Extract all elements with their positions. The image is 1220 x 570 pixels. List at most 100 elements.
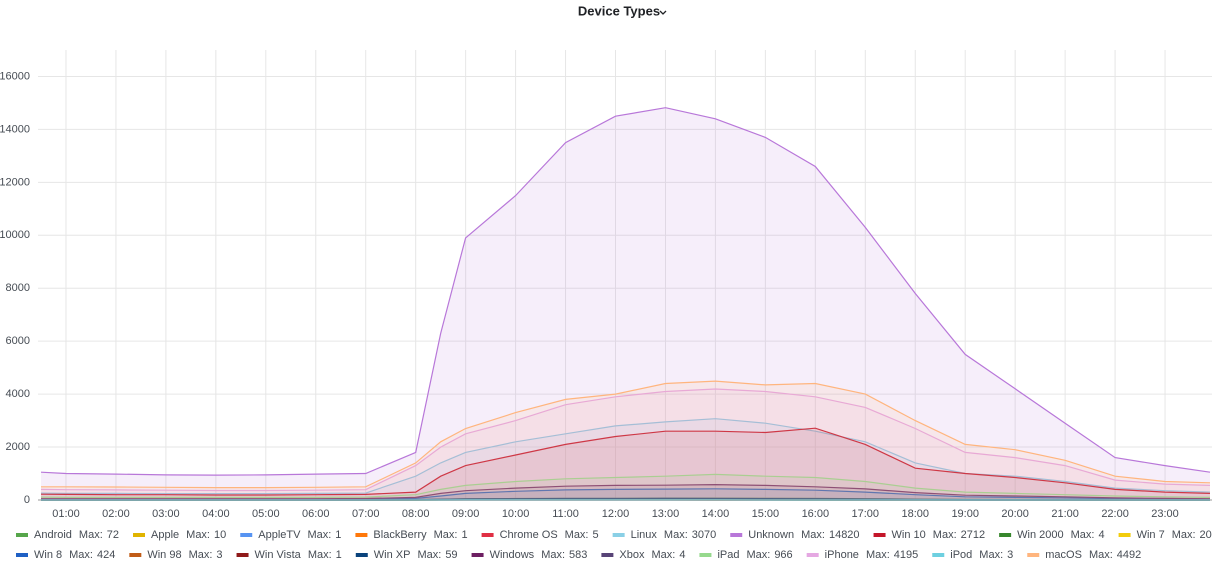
legend-max: 4 bbox=[1098, 529, 1104, 541]
legend-stat-label: Max: bbox=[664, 529, 688, 541]
legend-max: 59 bbox=[445, 549, 457, 561]
legend-stat-label: Max: bbox=[866, 549, 890, 561]
legend-stat-label: Max: bbox=[79, 529, 103, 541]
legend-max: 2712 bbox=[961, 529, 985, 541]
series-area bbox=[41, 488, 1210, 500]
legend-max: 4 bbox=[679, 549, 685, 561]
y-tick-label: 8000 bbox=[6, 282, 30, 294]
legend-name[interactable]: Linux bbox=[631, 529, 658, 541]
x-tick-label: 23:00 bbox=[1151, 508, 1179, 520]
legend-max: 1 bbox=[461, 529, 467, 541]
legend-stat-label: Max: bbox=[1071, 529, 1095, 541]
legend-stat-label: Max: bbox=[189, 549, 213, 561]
legend-name[interactable]: Win XP bbox=[374, 549, 411, 561]
legend-name[interactable]: Unknown bbox=[748, 529, 794, 541]
legend-stat-label: Max: bbox=[307, 529, 331, 541]
legend-name[interactable]: Win 10 bbox=[892, 529, 926, 541]
legend-max: 3 bbox=[216, 549, 222, 561]
legend-name[interactable]: Chrome OS bbox=[500, 529, 558, 541]
series-line bbox=[40, 418, 1211, 495]
legend-name[interactable]: Apple bbox=[151, 529, 179, 541]
y-tick-label: 12000 bbox=[0, 176, 30, 188]
legend-stat-label: Max: bbox=[933, 529, 957, 541]
x-tick-label: 04:00 bbox=[202, 508, 230, 520]
series-area bbox=[41, 474, 1210, 500]
x-tick-label: 01:00 bbox=[52, 508, 80, 520]
x-tick-label: 18:00 bbox=[901, 508, 929, 520]
series-line bbox=[40, 473, 1211, 498]
legend-name[interactable]: Win 98 bbox=[147, 549, 181, 561]
legend-max: 424 bbox=[97, 549, 115, 561]
legend-max: 20 bbox=[1200, 529, 1212, 541]
legend-stat-label: Max: bbox=[651, 549, 675, 561]
legend-name[interactable]: Android bbox=[34, 529, 72, 541]
y-tick-label: 4000 bbox=[6, 388, 30, 400]
legend-name[interactable]: Win 2000 bbox=[1017, 529, 1063, 541]
x-tick-label: 20:00 bbox=[1001, 508, 1029, 520]
x-tick-label: 13:00 bbox=[652, 508, 680, 520]
legend-max: 3070 bbox=[692, 529, 716, 541]
series-area bbox=[41, 428, 1210, 500]
panel-title[interactable]: Device Types bbox=[578, 3, 660, 18]
title-menu-chevron[interactable] bbox=[659, 10, 667, 15]
legend-max: 72 bbox=[107, 529, 119, 541]
legend-max: 14820 bbox=[829, 529, 860, 541]
x-tick-label: 10:00 bbox=[502, 508, 530, 520]
legend-name[interactable]: Win 8 bbox=[34, 549, 62, 561]
legend-stat-label: Max: bbox=[746, 549, 770, 561]
x-tick-label: 11:00 bbox=[552, 508, 579, 520]
y-tick-label: 10000 bbox=[0, 229, 30, 241]
legend-name[interactable]: iPad bbox=[717, 549, 739, 561]
series-line bbox=[41, 483, 1211, 500]
x-tick-label: 16:00 bbox=[802, 508, 830, 520]
x-tick-label: 15:00 bbox=[752, 508, 780, 520]
series-area bbox=[41, 389, 1210, 500]
x-tick-label: 19:00 bbox=[951, 508, 979, 520]
legend-stat-label: Max: bbox=[565, 529, 589, 541]
legend-name[interactable]: Windows bbox=[490, 549, 535, 561]
x-tick-label: 12:00 bbox=[602, 508, 630, 520]
y-tick-label: 16000 bbox=[0, 70, 30, 82]
legend-max: 1 bbox=[336, 549, 342, 561]
legend-max: 3 bbox=[1007, 549, 1013, 561]
legend-stat-label: Max: bbox=[979, 549, 1003, 561]
y-tick-label: 2000 bbox=[6, 441, 30, 453]
x-tick-label: 02:00 bbox=[102, 508, 130, 520]
y-tick-label: 6000 bbox=[6, 335, 30, 347]
series-line bbox=[40, 107, 1211, 476]
legend-name[interactable]: iPhone bbox=[825, 549, 859, 561]
legend-max: 4195 bbox=[894, 549, 918, 561]
legend-name[interactable]: iPod bbox=[950, 549, 972, 561]
x-tick-label: 06:00 bbox=[302, 508, 330, 520]
series-area bbox=[41, 484, 1210, 500]
series-area bbox=[41, 381, 1210, 500]
legend-name[interactable]: Win Vista bbox=[255, 549, 302, 561]
series-line bbox=[40, 427, 1211, 496]
legend-stat-label: Max: bbox=[186, 529, 210, 541]
legend-name[interactable]: macOS bbox=[1045, 549, 1082, 561]
legend-stat-label: Max: bbox=[417, 549, 441, 561]
legend-max: 4492 bbox=[1117, 549, 1141, 561]
legend-max: 583 bbox=[569, 549, 587, 561]
legend-stat-label: Max: bbox=[541, 549, 565, 561]
series-line bbox=[40, 388, 1211, 492]
x-tick-label: 05:00 bbox=[252, 508, 280, 520]
legend-name[interactable]: Win 7 bbox=[1137, 529, 1165, 541]
x-tick-label: 08:00 bbox=[402, 508, 430, 520]
legend-name[interactable]: BlackBerry bbox=[373, 529, 427, 541]
y-tick-label: 14000 bbox=[0, 123, 30, 135]
legend-name[interactable]: AppleTV bbox=[258, 529, 301, 541]
legend-max: 5 bbox=[593, 529, 599, 541]
x-tick-label: 07:00 bbox=[352, 508, 380, 520]
x-tick-label: 21:00 bbox=[1051, 508, 1079, 520]
legend-name[interactable]: Xbox bbox=[619, 549, 645, 561]
legend-stat-label: Max: bbox=[801, 529, 825, 541]
series-area bbox=[41, 418, 1210, 500]
legend-max: 10 bbox=[214, 529, 226, 541]
x-tick-label: 22:00 bbox=[1101, 508, 1129, 520]
y-tick-label: 0 bbox=[24, 494, 30, 506]
legend-max: 966 bbox=[774, 549, 792, 561]
x-tick-label: 17:00 bbox=[852, 508, 880, 520]
series-line bbox=[41, 380, 1211, 489]
